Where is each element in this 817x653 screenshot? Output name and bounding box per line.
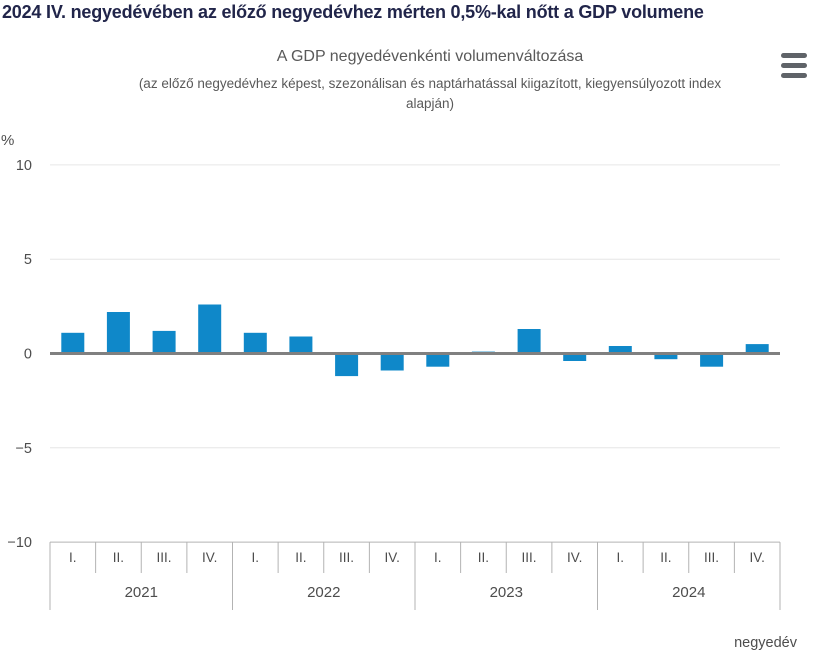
quarter-label: IV.	[385, 550, 400, 565]
bar-6-2022ii	[289, 336, 313, 354]
quarter-label: IV.	[202, 550, 217, 565]
bar-8-2022iv	[380, 353, 404, 371]
bar-16-2024iv	[745, 344, 769, 354]
year-label: 2024	[672, 584, 705, 601]
bar-15-2024iii	[700, 353, 724, 367]
chart-title: A GDP negyedévenkénti volumenváltozása	[276, 48, 584, 65]
bar-12-2023iv	[563, 353, 587, 361]
bar-4-2021iv	[198, 304, 222, 354]
menu-bar	[781, 53, 807, 58]
y-axis-tick-label: 5	[24, 252, 32, 268]
quarter-label: IV.	[750, 550, 765, 565]
quarter-label: III.	[704, 550, 719, 565]
quarter-label: II.	[478, 550, 489, 565]
quarter-label: I.	[252, 550, 260, 565]
year-label: 2021	[125, 584, 158, 601]
bar-5-2022i	[243, 332, 267, 354]
page-headline: 2024 IV. negyedévében az előző negyedévh…	[2, 2, 704, 22]
y-axis-tick-label: 0	[24, 347, 32, 363]
y-axis-unit-label: %	[1, 132, 14, 149]
chart-header: A GDP negyedévenkénti volumenváltozása (…	[45, 48, 815, 115]
menu-bar	[781, 63, 807, 68]
bar-11-2023iii	[517, 329, 541, 354]
quarter-label: II.	[660, 550, 671, 565]
quarter-label: IV.	[567, 550, 582, 565]
quarter-label: I.	[617, 550, 625, 565]
bar-13-2024i	[608, 346, 632, 354]
x-axis-title: negyedév	[734, 635, 798, 651]
quarter-label: I.	[434, 550, 442, 565]
chart-subtitle-line1: (az előző negyedévhez képest, szezonális…	[138, 76, 722, 91]
chart-subtitle-line2: alapján)	[405, 96, 455, 112]
y-axis-tick-label: −5	[15, 441, 32, 457]
bar-7-2022iii	[335, 353, 359, 377]
y-axis-tick-label: −10	[7, 535, 32, 551]
bar-14-2024ii	[654, 353, 678, 360]
bar-3-2021iii	[152, 330, 176, 354]
quarter-label: I.	[69, 550, 77, 565]
bar-1-2021i	[61, 332, 85, 354]
bar-2-2021ii	[106, 312, 130, 354]
year-label: 2023	[490, 584, 523, 601]
quarter-label: II.	[113, 550, 124, 565]
hamburger-menu-icon[interactable]	[781, 53, 807, 78]
bar-9-2023i	[426, 353, 450, 367]
year-label: 2022	[307, 584, 340, 601]
quarter-label: III.	[522, 550, 537, 565]
menu-bar	[781, 73, 807, 78]
quarter-label: III.	[339, 550, 354, 565]
quarter-label: III.	[157, 550, 172, 565]
quarter-label: II.	[295, 550, 306, 565]
y-axis-tick-label: 10	[16, 158, 32, 174]
chart-subtitle: (az előző negyedévhez képest, szezonális…	[45, 74, 815, 115]
